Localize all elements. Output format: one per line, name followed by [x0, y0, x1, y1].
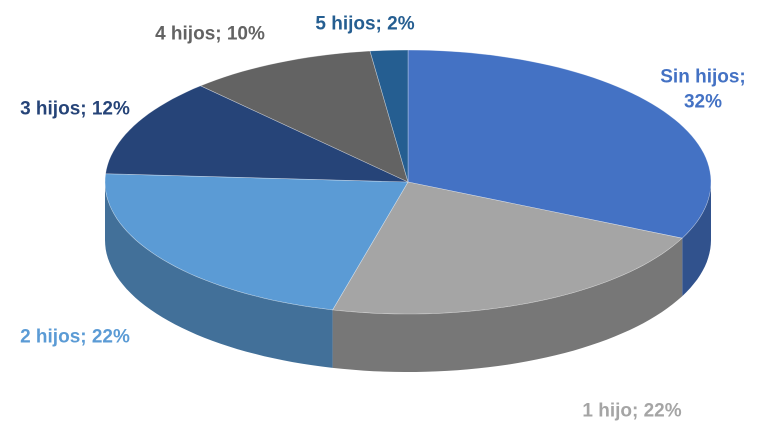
data-label: 2 hijos; 22%	[20, 326, 130, 348]
slice-side	[105, 182, 333, 368]
slice	[105, 85, 409, 183]
slice	[332, 181, 683, 315]
data-label: 3 hijos; 12%	[20, 98, 130, 120]
slice	[369, 49, 409, 183]
data-label: Sin hijos; 32%	[660, 66, 746, 112]
slice-side	[332, 238, 683, 372]
slice	[407, 49, 712, 239]
data-label: 4 hijos; 10%	[155, 23, 265, 45]
slice	[199, 50, 409, 183]
data-label: 5 hijos; 2%	[315, 13, 415, 35]
slice	[104, 173, 409, 311]
data-label: 1 hijo; 22%	[582, 400, 682, 422]
